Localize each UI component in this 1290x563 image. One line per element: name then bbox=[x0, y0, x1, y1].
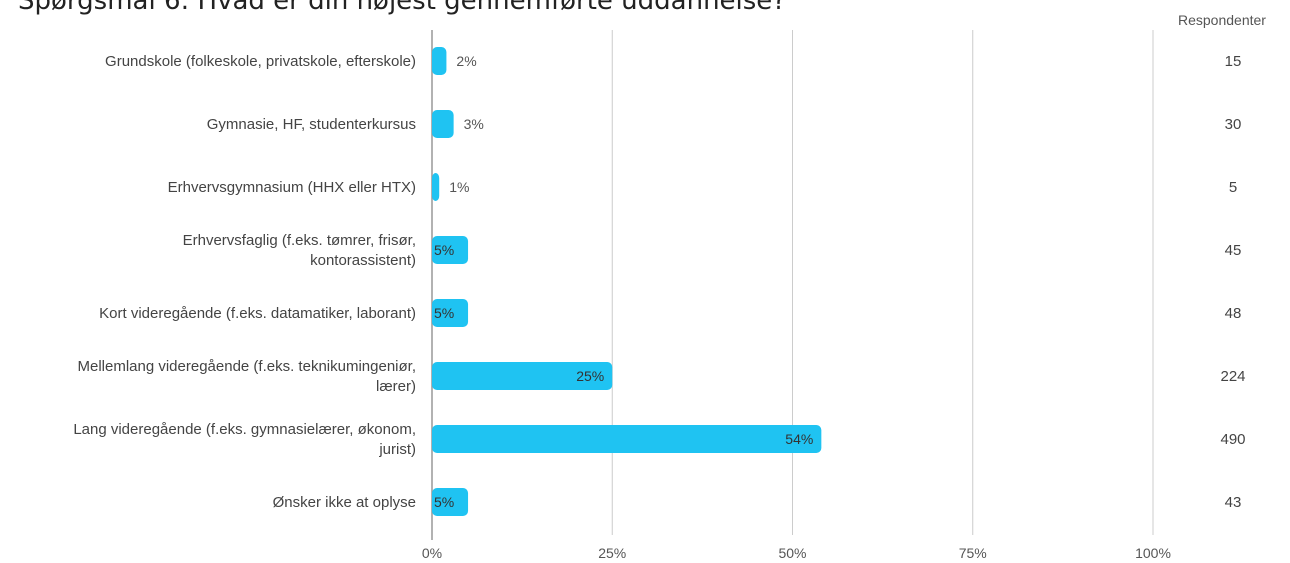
category-label: Mellemlang videregående (f.eks. teknikum… bbox=[77, 358, 416, 375]
respondents-value: 5 bbox=[1229, 179, 1237, 196]
respondents-value: 224 bbox=[1220, 368, 1245, 385]
data-label: 5% bbox=[434, 494, 454, 510]
x-tick-label: 100% bbox=[1135, 545, 1171, 561]
chart-title: Spørgsmål 6: Hvad er din højest gennemfø… bbox=[18, 0, 787, 16]
x-tick-label: 50% bbox=[778, 545, 806, 561]
data-label: 3% bbox=[464, 116, 484, 132]
respondents-header: Respondenter bbox=[1178, 12, 1266, 28]
respondents-value: 15 bbox=[1225, 53, 1242, 70]
category-label: Gymnasie, HF, studenterkursus bbox=[207, 116, 416, 133]
bar[interactable] bbox=[432, 299, 469, 327]
x-tick-label: 25% bbox=[598, 545, 626, 561]
category-label: Erhvervsgymnasium (HHX eller HTX) bbox=[168, 179, 416, 196]
data-label: 25% bbox=[576, 368, 604, 384]
bar[interactable] bbox=[432, 362, 613, 390]
data-label: 2% bbox=[456, 53, 476, 69]
respondents-value: 45 bbox=[1225, 242, 1242, 259]
x-tick-label: 0% bbox=[422, 545, 442, 561]
data-label: 5% bbox=[434, 305, 454, 321]
respondents-value: 43 bbox=[1225, 494, 1242, 511]
data-label: 5% bbox=[434, 242, 454, 258]
category-label: jurist) bbox=[378, 441, 416, 458]
bar[interactable] bbox=[432, 173, 440, 201]
bar[interactable] bbox=[432, 236, 469, 264]
category-label: Ønsker ikke at oplyse bbox=[273, 494, 416, 511]
category-label: Grundskole (folkeskole, privatskole, eft… bbox=[105, 53, 416, 70]
x-tick-label: 75% bbox=[959, 545, 987, 561]
category-label: lærer) bbox=[376, 378, 416, 395]
data-label: 54% bbox=[785, 431, 813, 447]
bar[interactable] bbox=[432, 47, 447, 75]
category-label: Erhvervsfaglig (f.eks. tømrer, frisør, bbox=[183, 232, 416, 249]
respondents-value: 30 bbox=[1225, 116, 1242, 133]
category-label: Lang videregående (f.eks. gymnasielærer,… bbox=[73, 421, 416, 438]
respondents-value: 490 bbox=[1220, 431, 1245, 448]
category-label: kontorassistent) bbox=[310, 252, 416, 269]
bar[interactable] bbox=[432, 425, 822, 453]
data-label: 1% bbox=[449, 179, 469, 195]
respondents-value: 48 bbox=[1225, 305, 1242, 322]
bar[interactable] bbox=[432, 110, 454, 138]
bar[interactable] bbox=[432, 488, 469, 516]
category-label: Kort videregående (f.eks. datamatiker, l… bbox=[99, 305, 416, 322]
